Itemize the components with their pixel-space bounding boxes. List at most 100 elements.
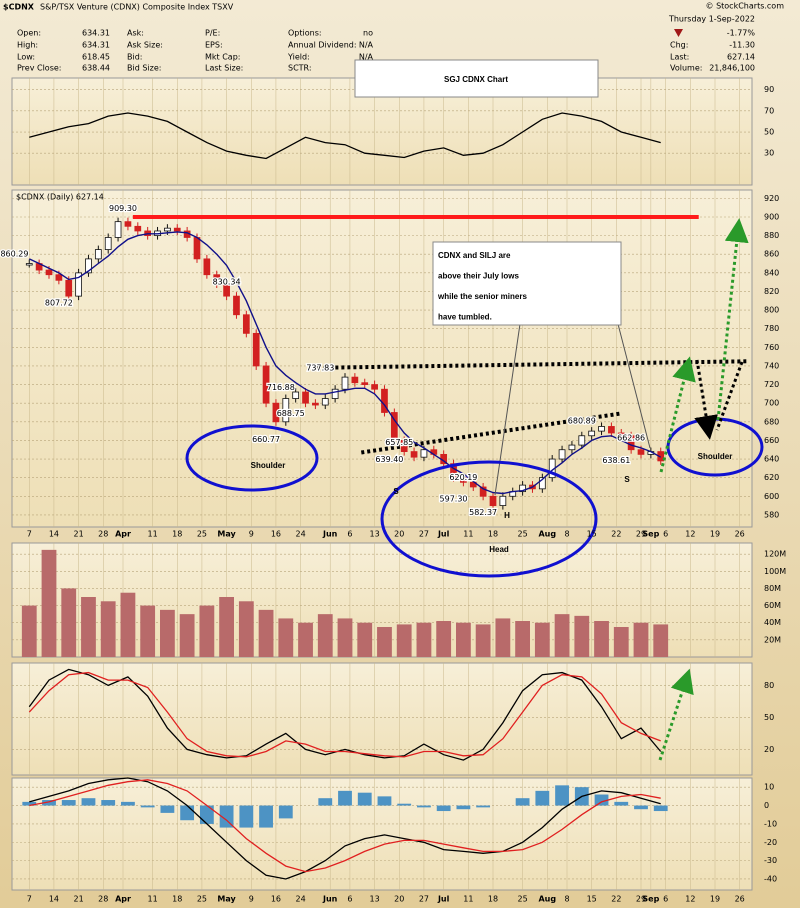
bar xyxy=(317,614,333,657)
x-tick-label: 28 xyxy=(98,895,108,904)
bar xyxy=(259,805,273,828)
field-value: 638.44 xyxy=(82,64,110,73)
x-tick-label: Apr xyxy=(115,895,131,904)
field-label: Chg: xyxy=(670,41,688,50)
candle xyxy=(173,227,181,232)
field-value: N/A xyxy=(359,53,374,62)
bar xyxy=(219,597,234,657)
bar xyxy=(160,805,175,813)
x-tick-label: Jul xyxy=(437,895,450,904)
bar xyxy=(278,618,294,657)
y-tick-label: 800 xyxy=(764,306,779,315)
candle xyxy=(321,398,329,406)
x-tick-label: 24 xyxy=(296,895,306,904)
y-tick-label: 120M xyxy=(764,550,786,559)
panel: 20M 40M 60M 80M 100M 120M xyxy=(11,542,786,658)
bar xyxy=(120,592,136,657)
y-tick-label: 700 xyxy=(764,399,779,408)
x-tick-label: 6 xyxy=(663,530,668,539)
x-tick-label: 22 xyxy=(611,530,621,539)
x-tick-label: 11 xyxy=(463,895,473,904)
candle xyxy=(262,365,270,404)
bar xyxy=(594,621,609,657)
bar xyxy=(101,800,116,806)
y-tick-label: 100M xyxy=(764,567,786,576)
y-tick-label: -20 xyxy=(764,838,777,847)
x-tick-label: Jul xyxy=(437,530,450,539)
field-label: Prev Close: xyxy=(17,64,61,73)
x-tick-label: 18 xyxy=(172,895,182,904)
y-tick-label: 720 xyxy=(764,380,779,389)
candle xyxy=(341,376,349,390)
candle xyxy=(85,258,92,274)
y-tick-label: 80M xyxy=(764,584,781,593)
callout-line: above their July lows xyxy=(438,272,519,281)
x-tick-label: 6 xyxy=(347,895,352,904)
bar xyxy=(436,805,451,812)
field-label: Yield: xyxy=(287,53,310,62)
candle xyxy=(331,388,339,399)
candle xyxy=(242,314,250,334)
bar xyxy=(613,627,629,657)
panel: -40 -30 -20 -10 0 10 xyxy=(11,777,777,891)
candle xyxy=(233,295,240,316)
x-tick-label: 25 xyxy=(197,530,207,539)
field-label: Annual Dividend: xyxy=(288,41,357,50)
bar xyxy=(594,794,609,806)
candle xyxy=(252,332,260,367)
candle xyxy=(193,237,201,260)
x-tick-label: 6 xyxy=(347,530,352,539)
y-tick-label: 860 xyxy=(764,250,779,259)
price-callout: 716.88 xyxy=(267,383,295,392)
candle xyxy=(519,484,526,493)
x-tick-label: 27 xyxy=(419,530,429,539)
x-tick-label: 11 xyxy=(463,530,473,539)
candle xyxy=(588,430,596,437)
s-label: S xyxy=(624,475,630,484)
price-callout: 660.77 xyxy=(252,435,280,444)
x-tick-label: 8 xyxy=(564,530,569,539)
x-tick-label: 24 xyxy=(296,530,306,539)
bar xyxy=(515,798,530,806)
y-tick-label: 80 xyxy=(764,681,774,690)
bar xyxy=(21,605,37,657)
price-callout: 860.29 xyxy=(0,249,28,258)
x-tick-label: 25 xyxy=(518,530,528,539)
y-tick-label: 20M xyxy=(764,635,781,644)
field-value: N/A xyxy=(359,41,374,50)
bar xyxy=(258,609,274,657)
field-value: 21,846,100 xyxy=(709,64,755,73)
x-tick-label: Apr xyxy=(115,530,131,539)
field-label: EPS: xyxy=(205,41,223,50)
bar xyxy=(318,798,333,806)
bar xyxy=(22,801,37,806)
y-tick-label: 50 xyxy=(764,128,774,137)
y-tick-label: 40M xyxy=(764,618,781,627)
candle xyxy=(479,486,487,497)
field-label: Ask Size: xyxy=(127,41,163,50)
candle xyxy=(302,391,309,404)
bar xyxy=(416,622,432,657)
shoulder-label: Shoulder xyxy=(698,452,733,461)
x-tick-label: Jun xyxy=(322,895,338,904)
bar xyxy=(397,803,412,806)
field-value: 618.45 xyxy=(82,53,110,62)
field-label: SCTR: xyxy=(288,64,312,73)
callout-pointer xyxy=(494,323,521,496)
field-label: Options: xyxy=(288,29,322,38)
y-tick-label: 660 xyxy=(764,436,779,445)
series-line xyxy=(28,668,662,761)
y-tick-label: 90 xyxy=(764,85,774,94)
series-line xyxy=(29,777,661,880)
x-tick-label: May xyxy=(217,530,236,539)
x-tick-label: 20 xyxy=(394,530,404,539)
plot-area xyxy=(11,662,753,776)
x-tick-label: 21 xyxy=(74,530,84,539)
callout-line: have tumbled. xyxy=(438,313,492,322)
bar xyxy=(100,601,116,657)
candle xyxy=(568,444,576,451)
bar xyxy=(653,624,669,657)
x-tick-label: 16 xyxy=(271,530,281,539)
bar xyxy=(81,798,96,806)
projection-arrow xyxy=(658,668,694,761)
